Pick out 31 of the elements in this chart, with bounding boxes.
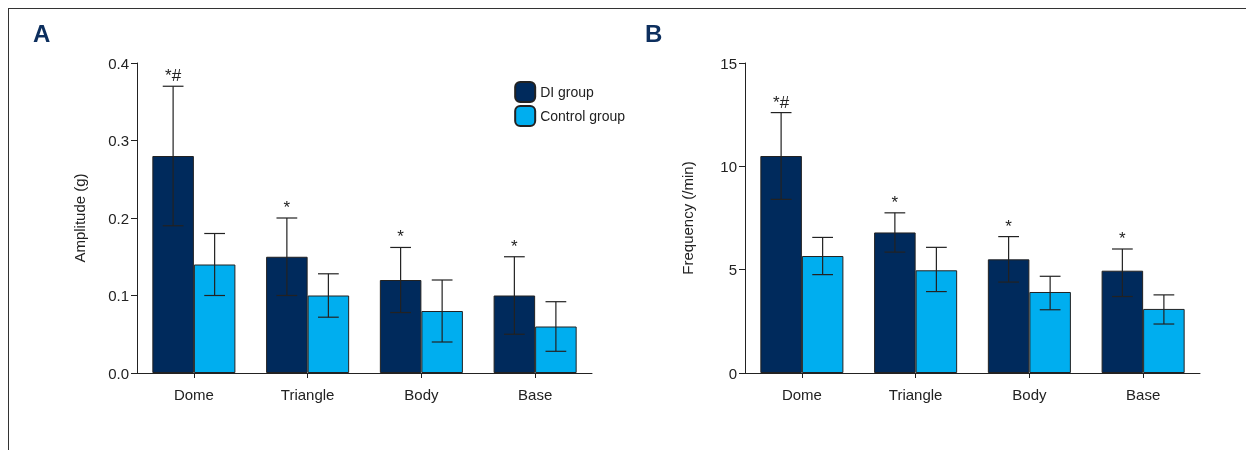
annotation: *# [165, 66, 182, 86]
annotation: * [891, 192, 899, 212]
chart-title: A [33, 19, 51, 47]
annotation: * [1119, 229, 1127, 248]
annotation: * [397, 227, 405, 247]
annotation: * [1005, 216, 1013, 236]
x-tick-label: Base [1126, 386, 1161, 403]
x-tick-label: Triangle [888, 386, 943, 403]
y-tick-label: 15 [720, 54, 737, 72]
y-tick-label: 0.3 [108, 132, 129, 149]
x-tick-label: Base [518, 386, 553, 403]
chart-title: B [645, 19, 663, 47]
y-tick-label: 5 [728, 261, 737, 279]
x-tick-label: Dome [781, 386, 822, 403]
annotation: * [283, 198, 291, 217]
y-axis-title: Amplitude (g) [71, 173, 88, 263]
annotation: * [511, 236, 519, 256]
x-tick-label: Body [404, 386, 439, 403]
legend-label: DI group [540, 84, 595, 100]
legend-label: Control group [540, 108, 626, 124]
y-axis-title: Frequency (/min) [679, 161, 696, 275]
y-tick-label: 0.2 [108, 209, 129, 227]
y-tick-label: 0.0 [108, 364, 129, 382]
annotation: *# [773, 92, 790, 112]
y-tick-label: 10 [720, 157, 737, 175]
x-tick-label: Triangle [280, 386, 335, 403]
y-tick-label: 0.4 [108, 54, 129, 72]
y-tick-label: 0 [728, 364, 737, 382]
x-tick-label: Dome [173, 386, 214, 403]
x-tick-label: Body [1012, 386, 1047, 403]
y-tick-label: 0.1 [108, 287, 129, 304]
